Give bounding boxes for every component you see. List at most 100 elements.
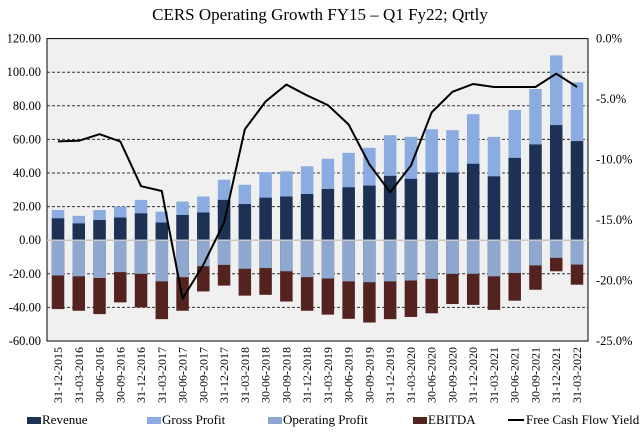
bar-operating-profit [363, 240, 376, 283]
bar-operating-profit [487, 240, 501, 277]
bar-operating-profit [238, 240, 252, 269]
chart-title: CERS Operating Growth FY15 – Q1 Fy22; Qr… [152, 5, 488, 24]
legend-swatch [147, 417, 161, 424]
bar-operating-profit [342, 240, 355, 282]
x-tick-label: 31-12-2019 [383, 347, 397, 403]
bar-revenue [114, 217, 127, 241]
bar-operating-profit [259, 240, 272, 269]
x-tick-label: 30-09-2017 [196, 347, 210, 403]
y-tick-label: -20.00 [9, 267, 41, 281]
x-tick-label: 31-03-2018 [238, 347, 252, 403]
bar-revenue [383, 175, 397, 241]
bar-revenue [363, 185, 376, 241]
legend-label: EBITDA [428, 412, 476, 427]
bar-operating-profit [549, 240, 563, 258]
bars [51, 55, 584, 323]
x-tick-label: 31-03-2020 [404, 347, 418, 403]
bar-operating-profit [321, 240, 335, 279]
bar-revenue [549, 125, 563, 241]
bar-operating-profit [155, 240, 169, 282]
x-tick-label: 30-09-2020 [445, 347, 459, 403]
x-tick-label: 31-12-2016 [134, 347, 148, 403]
bar-operating-profit [134, 240, 148, 274]
bar-operating-profit [383, 240, 397, 282]
bar-revenue [300, 194, 314, 241]
bar-revenue [259, 197, 272, 241]
bar-revenue [466, 163, 480, 241]
fcf-line-layer [57, 72, 578, 300]
legend-swatch [27, 417, 41, 424]
legend-item: Free Cash Flow Yield - %, TTM [508, 412, 640, 427]
y-tick-label: 0.00 [19, 233, 41, 247]
y-axis-left: 120.00 100.00 80.00 60.00 40.00 20.00 0.00 -20.… [7, 32, 41, 348]
legend-label: Revenue [42, 412, 88, 427]
x-tick-label: 31-03-2019 [321, 347, 335, 403]
bar-revenue [487, 176, 501, 241]
y2-tick-label: -20.0% [596, 274, 632, 288]
bar-revenue [134, 213, 148, 241]
legend-swatch [413, 417, 427, 424]
legend-label: Free Cash Flow Yield - %, TTM [526, 412, 640, 427]
y-tick-label: 120.00 [7, 32, 41, 46]
x-tick-label: 30-06-2017 [176, 347, 190, 403]
bar-revenue [155, 222, 169, 241]
bar-operating-profit [217, 240, 231, 265]
legend-item: Revenue [27, 412, 88, 427]
bar-operating-profit [300, 240, 314, 278]
legend-item: EBITDA [413, 412, 476, 427]
y2-tick-label: -5.0% [596, 92, 626, 106]
legend-swatch [268, 417, 282, 424]
x-tick-label: 30-09-2016 [113, 347, 127, 403]
x-tick-label: 30-06-2018 [259, 347, 273, 403]
bar-operating-profit [446, 240, 459, 274]
y2-tick-label: -15.0% [596, 213, 632, 227]
y-tick-label: 20.00 [13, 200, 41, 214]
x-tick-label: 30-06-2020 [425, 347, 439, 403]
bar-revenue [280, 196, 293, 241]
bar-operating-profit [466, 240, 480, 274]
bar-revenue [321, 188, 335, 241]
x-tick-label: 31-12-2015 [51, 347, 65, 403]
x-tick-label: 31-12-2021 [549, 347, 563, 403]
x-tick-label: 30-09-2018 [279, 347, 293, 403]
bar-revenue [404, 178, 418, 241]
bar-revenue [72, 223, 86, 241]
bar-revenue [446, 172, 459, 241]
bar-revenue [570, 141, 584, 241]
bar-operating-profit [529, 240, 542, 266]
bar-revenue [342, 187, 355, 241]
x-tick-label: 30-06-2019 [342, 347, 356, 403]
bar-revenue [529, 144, 542, 241]
bar-operating-profit [570, 240, 584, 265]
y-tick-label: 100.00 [7, 65, 41, 79]
x-tick-label: 31-12-2017 [217, 347, 231, 403]
bar-operating-profit [425, 240, 438, 279]
bar-operating-profit [72, 240, 86, 277]
bar-operating-profit [51, 240, 65, 276]
y-tick-label: -60.00 [9, 334, 41, 348]
legend-item: Gross Profit [147, 412, 226, 427]
plot-area [46, 38, 589, 342]
legend: Revenue Gross Profit Operating Profit EBITD… [27, 412, 640, 427]
y2-tick-label: 0.0% [596, 32, 622, 46]
bar-operating-profit [176, 240, 189, 278]
legend-label: Operating Profit [283, 412, 368, 427]
x-tick-label: 31-12-2018 [300, 347, 314, 403]
x-tick-label: 31-03-2021 [487, 347, 501, 403]
bar-revenue [425, 172, 438, 241]
x-tick-label: 30-06-2021 [508, 347, 522, 403]
bar-revenue [238, 204, 252, 241]
x-tick-label: 31-12-2020 [466, 347, 480, 403]
bar-revenue [197, 212, 210, 241]
y2-tick-label: -25.0% [596, 334, 632, 348]
x-axis: 31-12-2015 31-03-2016 30-06-2016 30-09-2016… [51, 347, 584, 403]
bar-revenue [93, 220, 106, 241]
bar-revenue [508, 157, 521, 241]
y-tick-label: -40.00 [9, 300, 41, 314]
x-tick-label: 30-06-2016 [93, 347, 107, 403]
bar-operating-profit [114, 240, 127, 273]
fcf-yield-line [57, 72, 578, 300]
bar-revenue [51, 218, 65, 241]
x-tick-label: 31-03-2017 [155, 347, 169, 403]
